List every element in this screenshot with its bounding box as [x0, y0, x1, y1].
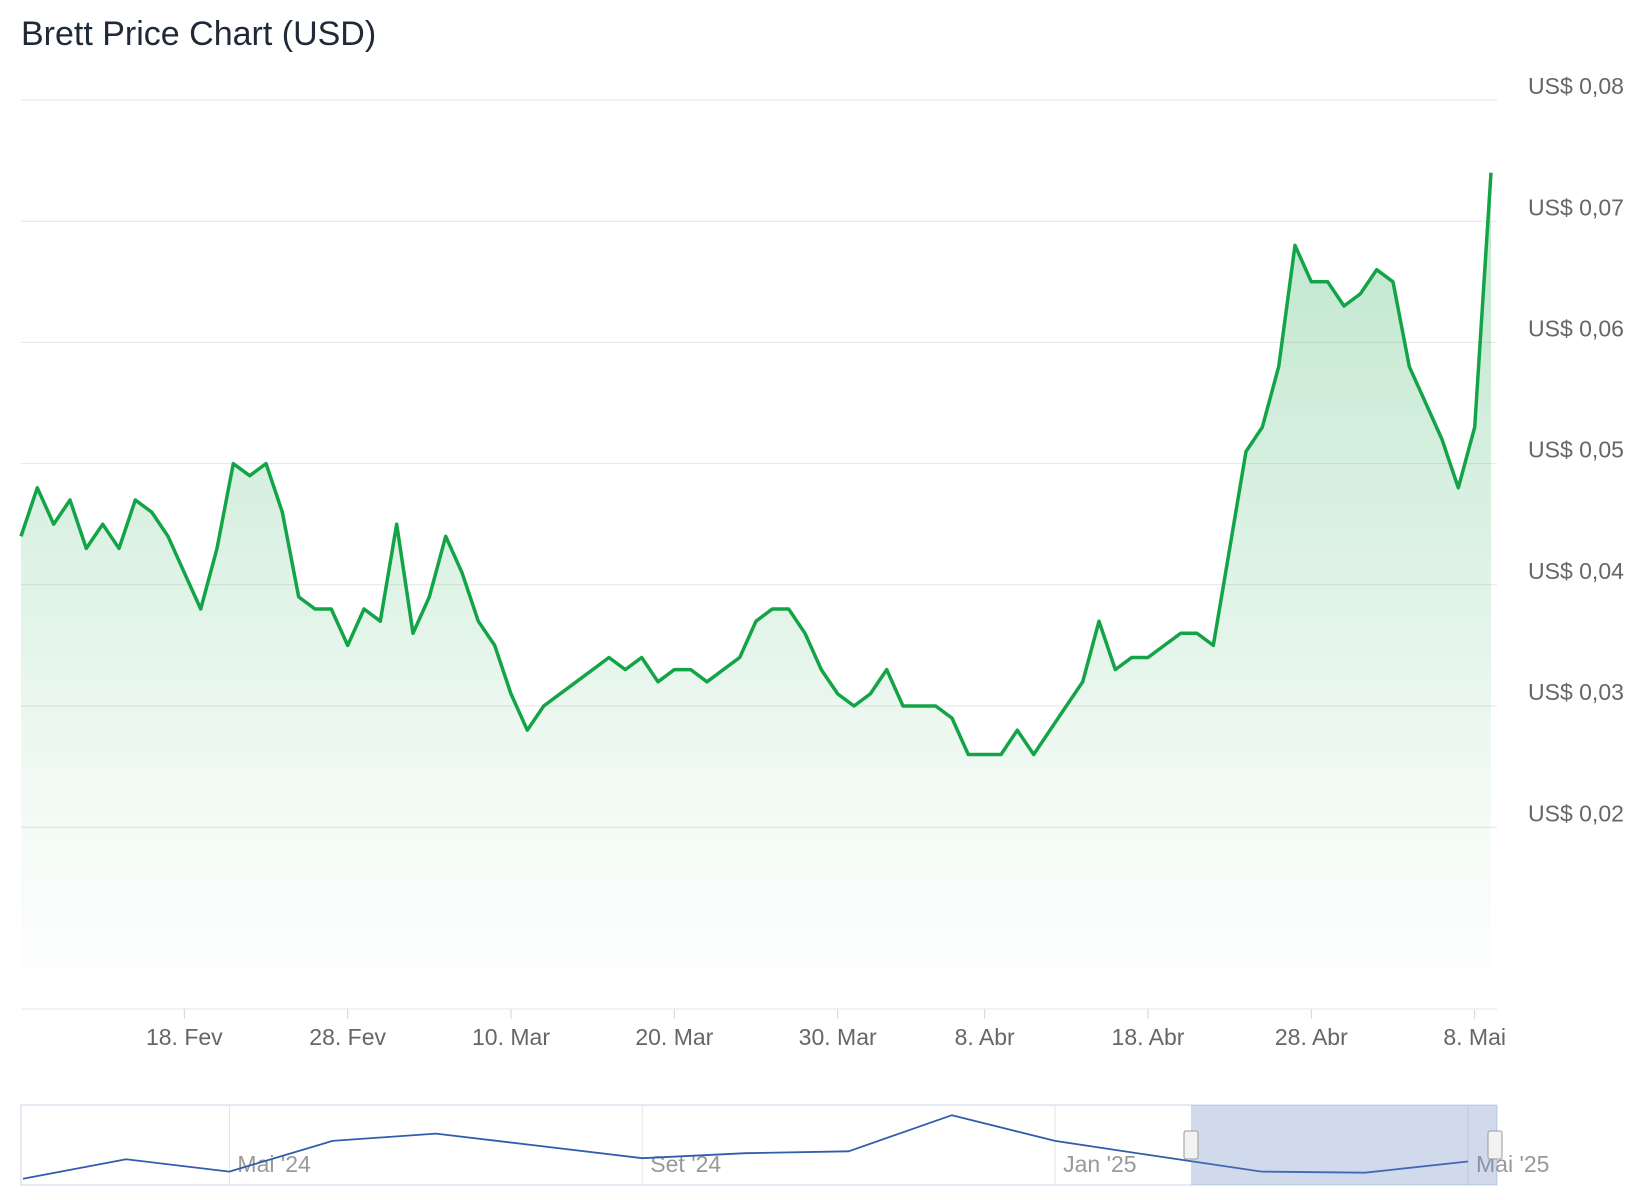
price-line — [19, 172, 1493, 757]
navigator-handle[interactable] — [1487, 1130, 1503, 1160]
price-area — [21, 172, 1491, 1009]
navigator-tick-label: Jan '25 — [1063, 1151, 1136, 1177]
x-tick-label: 20. Mar — [635, 1024, 713, 1050]
x-tick-label: 30. Mar — [799, 1024, 877, 1050]
y-tick-label: US$ 0,07 — [1528, 194, 1624, 220]
x-tick-label: 18. Abr — [1112, 1024, 1185, 1050]
y-tick-label: US$ 0,06 — [1528, 315, 1624, 341]
x-tick-label: 28. Fev — [309, 1024, 386, 1050]
navigator-mask — [1191, 1105, 1497, 1185]
y-tick-label: US$ 0,02 — [1528, 800, 1624, 826]
y-tick-label: US$ 0,05 — [1528, 437, 1624, 463]
navigator-tick-label: Mai '24 — [237, 1151, 311, 1177]
y-tick-label: US$ 0,08 — [1528, 73, 1624, 99]
x-tick-label: 28. Abr — [1275, 1024, 1348, 1050]
navigator-handle[interactable] — [1183, 1130, 1199, 1160]
y-tick-label: US$ 0,03 — [1528, 679, 1624, 705]
y-tick-label: US$ 0,04 — [1528, 558, 1624, 584]
x-tick-label: 8. Mai — [1443, 1024, 1506, 1050]
x-tick-label: 18. Fev — [146, 1024, 223, 1050]
navigator-background — [20, 1104, 1498, 1186]
chart-title: Brett Price Chart (USD) — [21, 15, 376, 53]
x-tick-label: 8. Abr — [955, 1024, 1015, 1050]
x-tick-label: 10. Mar — [472, 1024, 550, 1050]
navigator-line — [22, 1114, 1469, 1180]
